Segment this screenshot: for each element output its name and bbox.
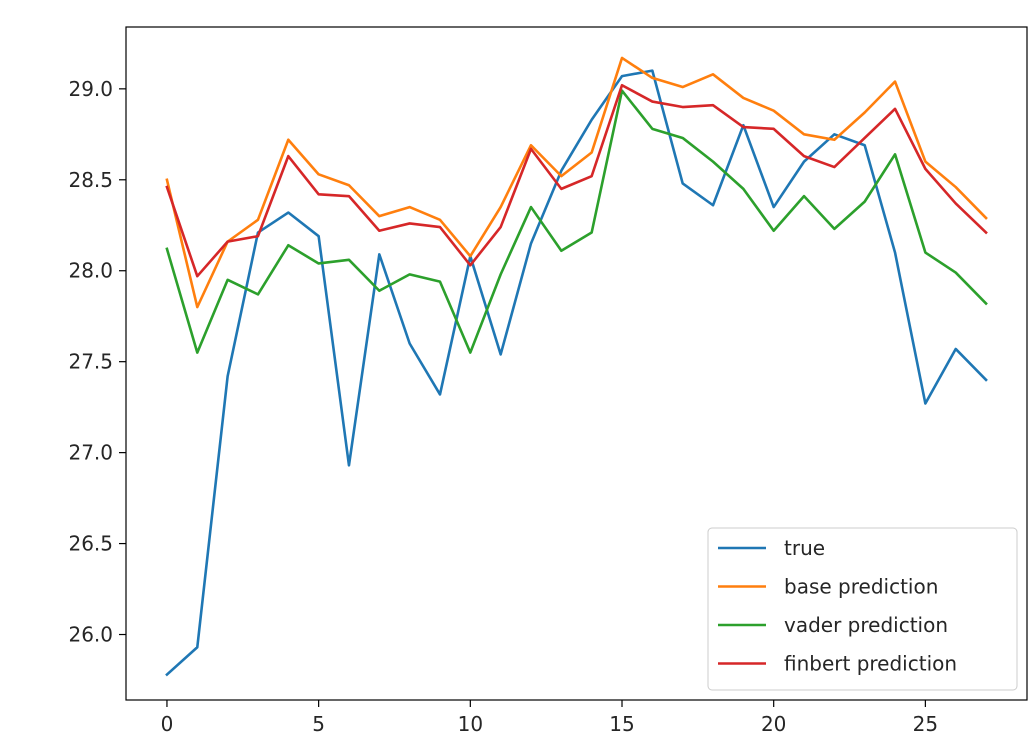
legend-box xyxy=(707,527,1018,691)
y-tick-label: 27.0 xyxy=(68,441,113,465)
legend-label: finbert prediction xyxy=(784,652,957,676)
y-axis: 26.0 26.5 27.0 27.5 28.0 28.5 29.0 xyxy=(68,77,126,647)
series-line-1 xyxy=(165,56,988,309)
series-layer xyxy=(165,56,988,677)
series-line-0 xyxy=(165,69,988,677)
x-tick-label: 15 xyxy=(609,712,634,736)
x-tick-label: 5 xyxy=(312,712,325,736)
x-tick-label: 10 xyxy=(458,712,483,736)
series-line-2 xyxy=(165,89,988,354)
y-tick-label: 26.5 xyxy=(68,532,113,556)
x-tick-label: 25 xyxy=(913,712,938,736)
y-tick-label: 27.5 xyxy=(68,350,113,374)
series-line-3 xyxy=(165,83,988,278)
y-tick-label: 28.0 xyxy=(68,259,113,283)
legend: true base prediction vader prediction finbe… xyxy=(707,527,1018,691)
x-tick-label: 0 xyxy=(161,712,174,736)
legend-label: true xyxy=(784,536,825,560)
legend-label: base prediction xyxy=(784,575,938,599)
y-tick-label: 29.0 xyxy=(68,77,113,101)
x-tick-label: 20 xyxy=(761,712,786,736)
legend-label: vader prediction xyxy=(784,613,948,637)
y-tick-label: 28.5 xyxy=(68,168,113,192)
y-tick-label: 26.0 xyxy=(68,623,113,647)
plot-frame xyxy=(125,26,1028,701)
x-axis: 0 5 10 15 20 25 xyxy=(161,700,938,736)
